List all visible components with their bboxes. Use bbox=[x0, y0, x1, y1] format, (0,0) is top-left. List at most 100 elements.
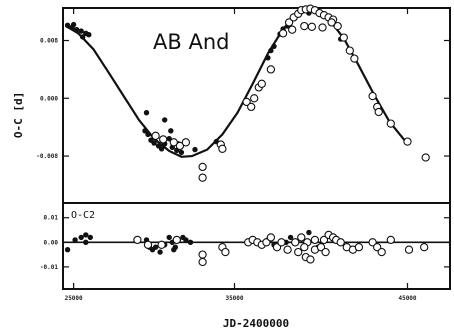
data-point-open bbox=[374, 107, 383, 117]
residual-point-filled bbox=[83, 232, 89, 238]
residual-panel-title: O-C2 bbox=[71, 210, 95, 221]
data-point-open bbox=[159, 135, 168, 144]
data-point-filled bbox=[168, 128, 174, 134]
data-point-open bbox=[198, 162, 207, 172]
residual-point-filled bbox=[64, 247, 71, 253]
data-point-open bbox=[169, 138, 178, 147]
residual-point-open bbox=[172, 235, 181, 245]
data-point-open bbox=[339, 33, 348, 42]
residual-point-open bbox=[377, 247, 386, 257]
residual-point-open bbox=[336, 238, 345, 247]
data-point-open bbox=[403, 137, 412, 146]
data-point-open bbox=[284, 18, 294, 27]
chart-title: AB And bbox=[153, 30, 229, 54]
data-point-open bbox=[242, 97, 251, 107]
residual-point-open bbox=[306, 255, 315, 264]
residual-y-tick-label: -0.01 bbox=[40, 264, 58, 271]
residual-point-filled bbox=[306, 229, 312, 236]
data-point-filled bbox=[271, 43, 277, 49]
residual-point-open bbox=[133, 235, 142, 245]
fit-curve bbox=[65, 9, 406, 158]
residual-point-filled bbox=[72, 237, 78, 243]
residual-data-points bbox=[64, 229, 429, 267]
data-point-open bbox=[345, 46, 354, 55]
data-point-filled bbox=[64, 22, 71, 28]
x-tick-label: 45000 bbox=[398, 295, 416, 302]
residual-point-filled bbox=[83, 239, 89, 246]
residual-point-open bbox=[319, 235, 329, 245]
residual-point-open bbox=[283, 245, 292, 254]
data-point-filled bbox=[265, 55, 271, 61]
y-tick-label: -0.008 bbox=[36, 153, 58, 160]
residual-point-filled bbox=[171, 247, 177, 253]
residual-point-open bbox=[143, 240, 153, 249]
residual-point-open bbox=[404, 245, 414, 254]
data-point-filled bbox=[143, 109, 150, 116]
residual-point-open bbox=[420, 243, 429, 252]
data-point-open bbox=[218, 144, 227, 153]
data-point-open bbox=[350, 54, 359, 63]
data-point-filled bbox=[151, 140, 157, 146]
residual-point-open bbox=[277, 238, 286, 247]
residual-point-filled bbox=[157, 249, 163, 255]
data-point-filled bbox=[70, 21, 77, 28]
x-tick-label: 35000 bbox=[225, 295, 243, 302]
residual-point-filled bbox=[166, 234, 172, 241]
data-point-filled bbox=[142, 128, 148, 134]
residual-point-filled bbox=[152, 244, 159, 250]
data-point-filled bbox=[268, 47, 274, 54]
top-panel-frame bbox=[62, 7, 451, 204]
y-tick-label: 0.008 bbox=[40, 38, 58, 45]
data-point-open bbox=[266, 65, 276, 74]
residual-point-open bbox=[297, 233, 306, 242]
data-point-filled bbox=[73, 27, 80, 33]
residual-point-open bbox=[316, 243, 326, 252]
data-point-filled bbox=[162, 117, 168, 123]
data-point-filled bbox=[78, 28, 84, 34]
data-point-open bbox=[300, 21, 309, 31]
data-point-filled bbox=[192, 146, 198, 153]
data-point-open bbox=[318, 23, 327, 32]
residual-y-tick-label: 0.00 bbox=[44, 239, 59, 246]
top-y-ticks: 0.008 0.000 -0.008 bbox=[36, 38, 450, 160]
data-point-open bbox=[288, 25, 297, 34]
data-point-open bbox=[368, 91, 377, 101]
residual-point-open bbox=[386, 235, 395, 245]
residual-point-open bbox=[310, 235, 320, 245]
residual-point-open bbox=[198, 257, 207, 267]
residual-point-filled bbox=[78, 234, 84, 241]
residual-y-tick-label: 0.01 bbox=[44, 215, 59, 222]
residual-point-open bbox=[294, 247, 303, 257]
residual-point-open bbox=[300, 243, 309, 252]
residual-point-filled bbox=[87, 234, 94, 241]
residual-point-filled bbox=[287, 234, 294, 241]
data-point-filled bbox=[158, 146, 165, 152]
data-point-open bbox=[278, 29, 288, 38]
data-point-open bbox=[333, 21, 342, 31]
bottom-panel-frame bbox=[62, 202, 451, 290]
data-point-open bbox=[151, 131, 160, 140]
residual-point-filled bbox=[187, 239, 194, 246]
residual-point-filled bbox=[183, 237, 189, 243]
data-point-open bbox=[250, 94, 259, 103]
residual-point-open bbox=[321, 247, 330, 257]
x-tick-label: 25000 bbox=[65, 295, 83, 302]
data-point-open bbox=[247, 102, 256, 112]
residual-point-open bbox=[368, 238, 377, 247]
bottom-ticks: 0.01 0.00 -0.01 25000 35000 45000 bbox=[40, 8, 450, 302]
residual-point-open bbox=[157, 240, 166, 249]
data-point-open bbox=[181, 138, 191, 147]
data-point-filled bbox=[86, 31, 92, 38]
data-point-open bbox=[307, 22, 317, 31]
data-point-open bbox=[421, 153, 430, 162]
residual-point-open bbox=[354, 243, 364, 252]
residual-point-open bbox=[198, 250, 207, 259]
x-axis-label: JD-2400000 bbox=[223, 317, 289, 330]
residual-point-open bbox=[221, 247, 230, 257]
data-point-open bbox=[198, 173, 207, 182]
data-point-open bbox=[257, 79, 266, 88]
data-point-filled bbox=[145, 131, 151, 138]
data-point-filled bbox=[178, 149, 185, 156]
y-axis-label: O-C [d] bbox=[12, 92, 25, 138]
